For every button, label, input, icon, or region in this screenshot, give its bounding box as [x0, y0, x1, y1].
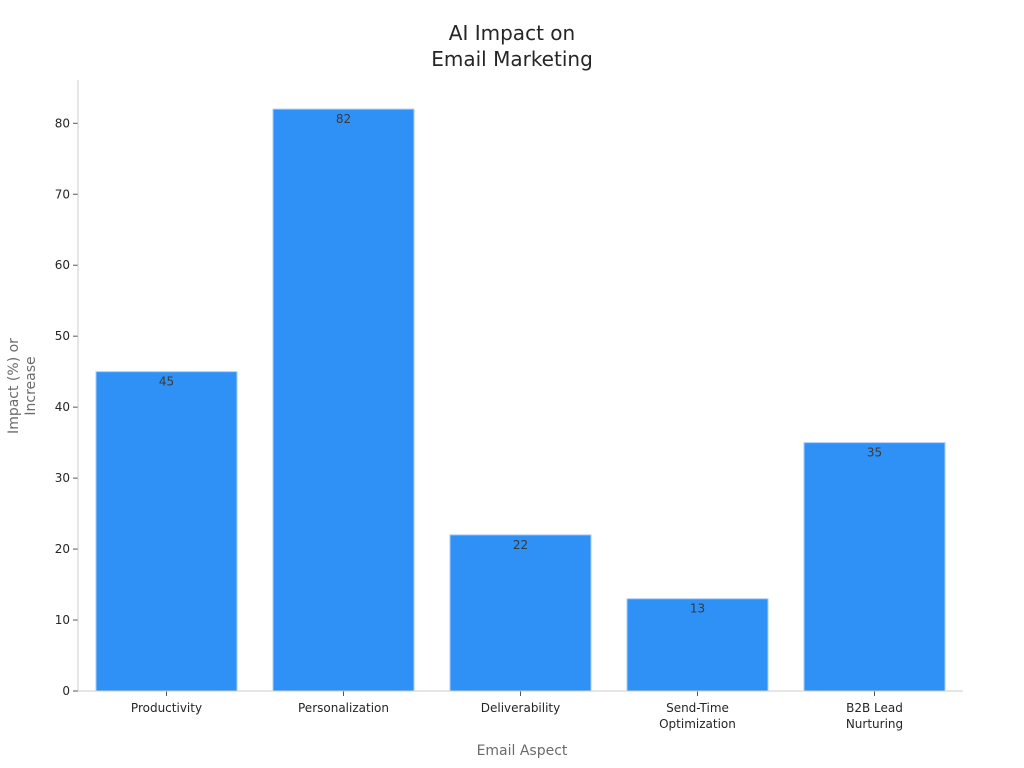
y-tick-label-20: 20 — [55, 542, 70, 556]
bar-value-label-0: 45 — [159, 375, 174, 389]
bar-0 — [95, 371, 238, 692]
y-tick-label-0: 0 — [62, 684, 70, 698]
x-axis-ticks: Productivity Personalization Deliverabilit… — [131, 691, 903, 731]
bar-value-label-2: 22 — [513, 538, 528, 552]
y-tick-label-70: 70 — [55, 187, 70, 201]
y-tick-label-60: 60 — [55, 258, 70, 272]
bars — [95, 108, 946, 692]
bar-value-labels: 45 82 22 13 35 — [159, 112, 882, 616]
y-tick-label-50: 50 — [55, 329, 70, 343]
y-tick-label-40: 40 — [55, 400, 70, 414]
bar-value-label-1: 82 — [336, 112, 351, 126]
y-axis-title: Impact (%) or Increase — [6, 338, 39, 434]
chart-title-line-2: Email Marketing — [431, 47, 593, 71]
bar-value-label-4: 35 — [867, 446, 882, 460]
x-axis-title: Email Aspect — [477, 743, 568, 759]
y-axis-ticks: 0 10 20 30 40 50 60 70 80 — [55, 116, 78, 698]
x-tick-label-1-line-0: Personalization — [298, 701, 389, 715]
chart-title-line-1: AI Impact on — [449, 21, 575, 45]
bar-1 — [272, 108, 415, 692]
x-tick-label-4-line-1: Nurturing — [846, 717, 903, 731]
y-tick-label-80: 80 — [55, 116, 70, 130]
bar-4 — [803, 442, 946, 692]
x-tick-label-3-line-0: Send-Time — [666, 701, 729, 715]
bar-value-label-3: 13 — [690, 602, 705, 616]
y-axis-title-line-2: Increase — [23, 356, 39, 415]
x-tick-label-4-line-0: B2B Lead — [846, 701, 903, 715]
y-axis-title-line-1: Impact (%) or — [6, 338, 22, 434]
x-tick-label-3-line-1: Optimization — [659, 717, 736, 731]
bar-3 — [626, 598, 769, 692]
x-tick-label-2-line-0: Deliverability — [481, 701, 561, 715]
y-tick-label-30: 30 — [55, 471, 70, 485]
x-tick-label-0-line-0: Productivity — [131, 701, 202, 715]
bar-2 — [449, 534, 592, 692]
y-tick-label-10: 10 — [55, 613, 70, 627]
